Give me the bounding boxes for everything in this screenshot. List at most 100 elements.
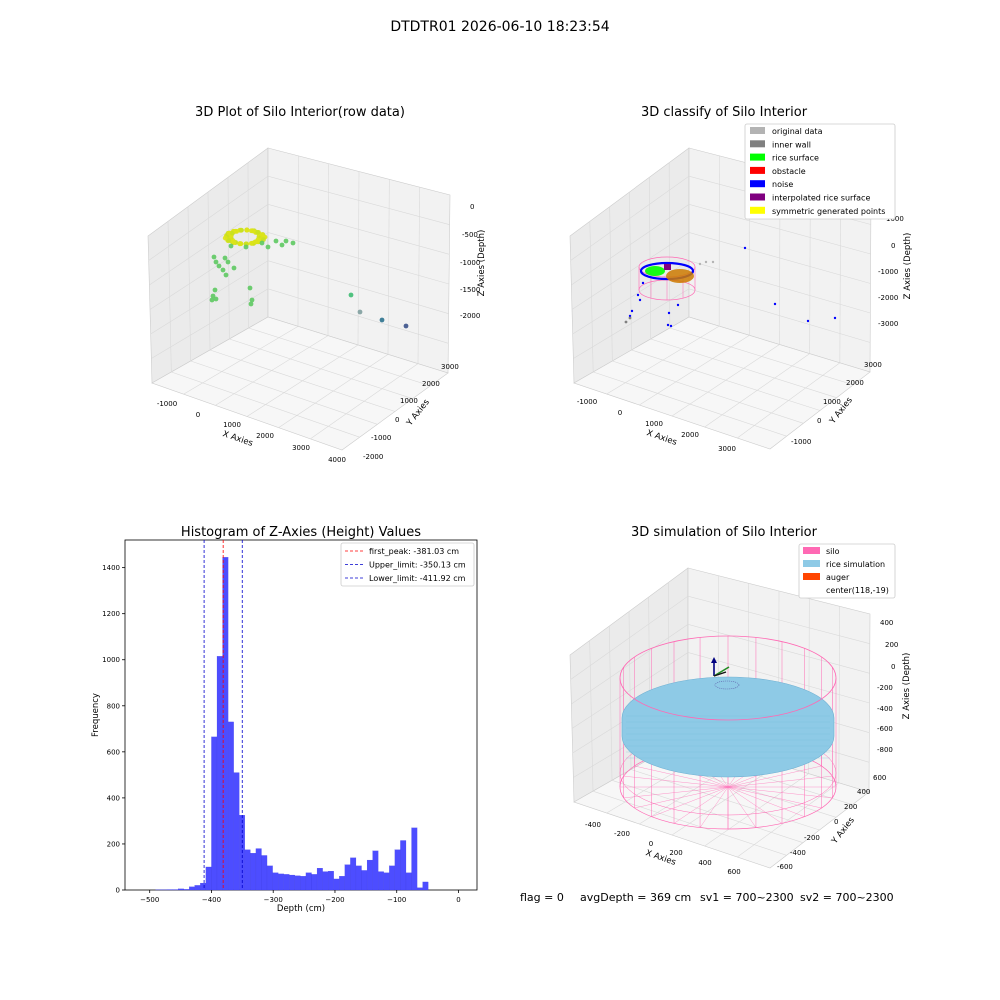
data-point — [231, 265, 237, 271]
legend-swatch — [750, 127, 765, 134]
legend-swatch — [750, 180, 765, 188]
x-tick: 3000 — [292, 444, 310, 452]
histogram-bar — [178, 888, 184, 891]
data-point — [226, 238, 231, 243]
data-point — [290, 240, 296, 246]
panel1-z-ticks: 0 -500 -1000 -1500 -2000 — [460, 203, 480, 320]
histogram-bar — [422, 881, 429, 891]
original-point — [698, 262, 702, 266]
data-point — [252, 239, 258, 245]
noise-point — [676, 303, 680, 307]
x-tick-label: −200 — [325, 896, 344, 904]
data-point — [248, 301, 254, 307]
histogram-bar — [189, 886, 195, 891]
z-tick: 0 — [891, 663, 895, 671]
legend-swatch — [750, 193, 765, 201]
histogram-bar — [194, 885, 201, 891]
histogram-x-ticks: −500 −400 −300 −200 −100 0 — [140, 890, 461, 904]
y-tick: 3000 — [441, 363, 459, 371]
x-tick-label: −400 — [202, 896, 221, 904]
histogram-bar — [416, 887, 423, 891]
y-tick-label: 400 — [107, 794, 120, 802]
histogram-bar — [361, 870, 368, 891]
data-point — [222, 255, 228, 261]
data-point — [209, 297, 215, 303]
panel2-title: 3D classify of Silo Interior — [641, 105, 808, 120]
y-tick: 400 — [857, 788, 870, 796]
data-point — [247, 285, 253, 291]
silo-spoke — [727, 786, 805, 817]
z-tick: -600 — [877, 725, 893, 733]
histogram-bar — [272, 872, 279, 891]
panel1-gridlines — [148, 155, 450, 440]
z-tick: -800 — [877, 746, 893, 754]
x-tick: -1000 — [577, 398, 597, 406]
noise-point — [630, 309, 634, 313]
data-point — [244, 227, 250, 233]
silo-spoke — [623, 786, 729, 799]
silo-spoke — [651, 786, 729, 817]
histogram-bar — [233, 772, 240, 891]
silo-spoke — [673, 786, 729, 824]
data-point — [259, 240, 265, 246]
footer-sv1: sv1 = 700~2300 — [700, 891, 794, 904]
y-tick: 0 — [817, 417, 821, 425]
histogram-bar — [255, 848, 262, 891]
histogram-bar — [394, 849, 401, 891]
histogram-bars — [155, 557, 429, 891]
x-tick: 0 — [196, 411, 200, 419]
histogram-bar — [244, 849, 251, 891]
footer-avg-depth: avgDepth = 369 cm — [580, 891, 691, 904]
data-point — [213, 296, 219, 302]
y-tick: -400 — [790, 849, 806, 857]
data-point — [255, 230, 261, 235]
legend-label: obstacle — [772, 167, 806, 176]
footer-sv2: sv2 = 700~2300 — [800, 891, 894, 904]
x-tick-label: −300 — [264, 896, 283, 904]
x-tick: 0 — [649, 840, 653, 848]
x-tick: -1000 — [157, 400, 177, 408]
z-tick: -1000 — [878, 268, 898, 276]
histogram-bar — [294, 875, 301, 891]
histogram-bar — [328, 871, 334, 891]
data-point — [249, 297, 255, 303]
panel1-x-ticks: -1000 0 1000 2000 3000 4000 — [157, 400, 346, 464]
inner-wall-point — [628, 316, 632, 320]
noise-point — [806, 319, 810, 323]
z-tick: -3000 — [878, 320, 898, 328]
data-point — [212, 287, 218, 293]
y-tick: -200 — [804, 834, 820, 842]
y-tick: 2000 — [846, 379, 864, 387]
histogram-y-ticks: 0 200 400 600 800 1000 1200 1400 — [102, 564, 125, 895]
y-tick: 600 — [873, 774, 886, 782]
histogram-bar — [261, 855, 268, 891]
x-tick: 200 — [669, 849, 682, 857]
legend-label: rice simulation — [826, 560, 885, 569]
x-tick: 4000 — [328, 456, 346, 464]
legend-label: symmetric generated points — [772, 207, 885, 216]
histogram-bar — [266, 865, 273, 891]
data-point — [243, 244, 249, 250]
panel-raw-scatter: 3D Plot of Silo Interior(row data) -1000… — [147, 105, 487, 464]
z-tick: -2000 — [878, 294, 898, 302]
legend-swatch — [750, 153, 765, 161]
histogram-reference-lines — [203, 540, 243, 890]
x-tick: 600 — [727, 868, 740, 876]
y-tick: 0 — [395, 416, 399, 424]
histogram-bar — [366, 859, 373, 891]
data-point — [228, 243, 234, 249]
z-tick: -1000 — [460, 259, 480, 267]
panel2-x-ticks: -1000 0 1000 2000 3000 — [577, 398, 736, 453]
histogram-legend: first_peak: -381.03 cm Upper_limit: -350.… — [340, 542, 475, 587]
data-point — [213, 259, 219, 265]
histogram-xlabel: Depth (cm) — [277, 904, 325, 914]
panel4-y-ticks: -600 -400 -200 0 200 400 600 — [777, 774, 886, 871]
y-tick: -2000 — [363, 453, 383, 461]
histogram-bar — [378, 871, 384, 891]
y-tick: 0 — [834, 818, 838, 826]
panel2-y-ticks: -1000 0 1000 2000 3000 — [791, 361, 882, 446]
legend-swatch — [803, 573, 820, 580]
z-tick: -2000 — [460, 312, 480, 320]
panel1-xlabel: X Axies — [221, 429, 254, 449]
y-tick: 3000 — [864, 361, 882, 369]
